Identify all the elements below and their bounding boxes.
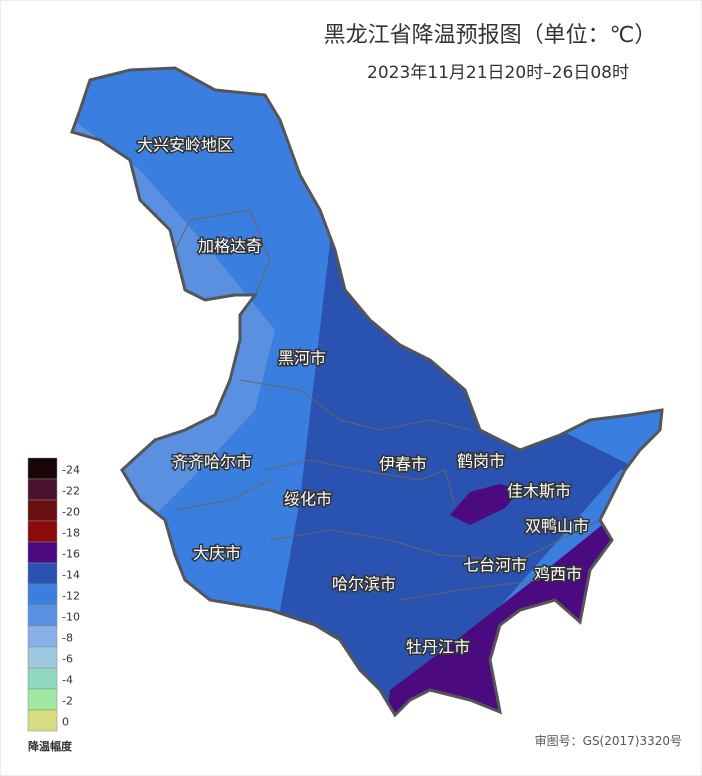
legend: -24-22-20-18-16-14-12-10-8-6-4-20 [27, 457, 80, 732]
region-label: 伊春市 [379, 455, 427, 474]
region-label: 黑河市 [278, 349, 326, 368]
legend-label: -18 [62, 527, 80, 540]
legend-label: 0 [62, 716, 69, 729]
legend-swatch [27, 478, 58, 501]
legend-swatch [27, 625, 58, 648]
region-label: 双鸭山市 [525, 517, 589, 536]
region-label: 哈尔滨市 [332, 575, 396, 594]
region-label: 大庆市 [193, 544, 241, 563]
legend-swatch [27, 709, 58, 732]
legend-swatch [27, 541, 58, 564]
region-label: 加格达奇 [198, 237, 262, 256]
legend-label: -14 [62, 569, 80, 582]
legend-swatch [27, 457, 58, 480]
region-label: 鸡西市 [534, 565, 582, 584]
legend-swatch [27, 583, 58, 606]
title: 黑龙江省降温预报图（单位：℃） [324, 23, 657, 48]
legend-label: -22 [62, 485, 80, 498]
region-label: 牡丹江市 [406, 638, 470, 657]
region-label: 大兴安岭地区 [137, 136, 233, 155]
region-label: 七台河市 [463, 556, 527, 575]
legend-swatch [27, 646, 58, 669]
region-label: 齐齐哈尔市 [172, 453, 252, 472]
borders [174, 209, 601, 601]
region-label: 鹤岗市 [457, 452, 505, 471]
legend-swatch [27, 562, 58, 585]
legend-label: -12 [62, 590, 80, 603]
legend-swatch [27, 688, 58, 711]
subtitle: 2023年11月21日20时–26日08时 [367, 63, 629, 83]
map-number: 审图号：GS(2017)3320号 [535, 733, 682, 748]
legend-title: 降温幅度 [28, 739, 73, 753]
legend-swatch [27, 499, 58, 522]
region-label: 绥化市 [284, 490, 332, 509]
legend-swatch [27, 520, 58, 543]
legend-label: -6 [62, 653, 73, 666]
legend-label: -24 [62, 464, 80, 477]
legend-label: -20 [62, 506, 80, 519]
legend-swatch [27, 604, 58, 627]
legend-label: -4 [62, 674, 73, 687]
legend-label: -10 [62, 611, 80, 624]
legend-swatch [27, 667, 58, 690]
region-label: 佳木斯市 [507, 482, 571, 501]
legend-label: -2 [62, 695, 73, 708]
legend-label: -16 [62, 548, 80, 561]
legend-label: -8 [62, 632, 73, 645]
